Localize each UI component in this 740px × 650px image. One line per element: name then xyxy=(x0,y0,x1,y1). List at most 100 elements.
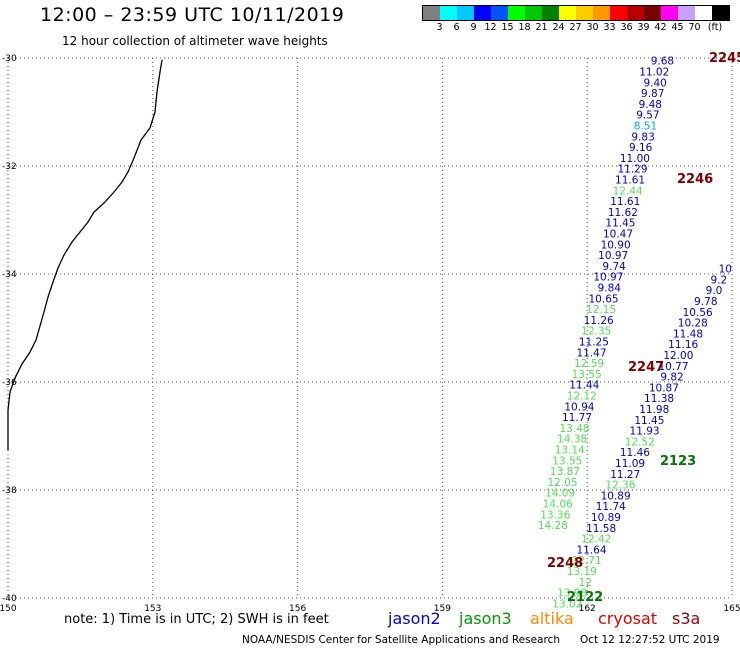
wave-height-label: 10.87 xyxy=(649,382,679,394)
legend-label: 9 xyxy=(470,22,477,33)
x-tick-label: 153 xyxy=(144,604,161,614)
wave-height-label: 10.89 xyxy=(591,512,621,524)
wave-height-label: 11.93 xyxy=(630,426,660,438)
wave-height-label: 12.59 xyxy=(574,358,604,370)
wave-height-label: 11.61 xyxy=(610,196,640,208)
legend-label: 27 xyxy=(569,22,582,33)
wave-height-label: 11.58 xyxy=(586,523,616,535)
legend-label: 21 xyxy=(535,22,548,33)
wave-height-label: 11.00 xyxy=(620,153,650,165)
wave-height-label: 11.44 xyxy=(569,380,599,392)
legend-label: 30 xyxy=(586,22,599,33)
wave-height-label: 11.25 xyxy=(579,337,609,349)
wave-height-label: 11.26 xyxy=(584,315,614,327)
wave-height-label: 13.87 xyxy=(550,466,580,478)
legend-swatch xyxy=(542,6,559,20)
legend-label: 24 xyxy=(552,22,565,33)
legend-label: 39 xyxy=(637,22,650,33)
wave-height-label: 11.98 xyxy=(639,404,669,416)
coastline xyxy=(7,59,163,450)
wave-height-label: 12.12 xyxy=(567,391,597,403)
satellite-name: s3a xyxy=(672,609,701,628)
wave-height-label: 10.47 xyxy=(603,229,633,241)
wave-height-label: 11.27 xyxy=(610,469,640,481)
wave-height-label: 9.87 xyxy=(641,88,664,100)
footer-note: note: 1) Time is in UTC; 2) SWH is in fe… xyxy=(64,612,329,627)
wave-height-label: 11.09 xyxy=(615,458,645,470)
legend-swatch xyxy=(423,6,440,20)
wave-height-label: 12.71 xyxy=(572,555,602,567)
x-tick-label: 156 xyxy=(289,604,306,614)
wave-height-label: 12.42 xyxy=(581,534,611,546)
pass-id-label: 2122 xyxy=(567,590,603,605)
legend-label: 45 xyxy=(671,22,684,33)
satellite-name: cryosat xyxy=(598,609,658,628)
wave-height-label: 9.0 xyxy=(706,285,723,297)
wave-height-label: 9.40 xyxy=(643,77,666,89)
legend-label: 6 xyxy=(453,22,460,33)
legend-swatch xyxy=(508,6,525,20)
wave-height-label: 11.45 xyxy=(605,218,635,230)
legend-label: 36 xyxy=(620,22,633,33)
wave-height-label: 10.89 xyxy=(601,490,631,502)
wave-height-label: 9.68 xyxy=(651,56,674,68)
wave-height-label: 9.57 xyxy=(636,110,659,122)
wave-height-label: 8.51 xyxy=(634,121,657,133)
wave-height-label: 11.77 xyxy=(562,412,592,424)
legend-label: 3 xyxy=(436,22,443,33)
satellite-name: altika xyxy=(530,609,574,628)
page-title: 12:00 – 23:59 UTC 10/11/2019 xyxy=(40,4,345,26)
wave-height-label: 13.55 xyxy=(572,369,602,381)
wave-height-label: 10.56 xyxy=(683,307,713,319)
wave-height-label: 9.84 xyxy=(598,283,622,295)
wave-height-label: 9.83 xyxy=(631,131,654,143)
wave-height-label: 12.36 xyxy=(605,480,635,492)
wave-height-label: 14.28 xyxy=(538,520,568,532)
wave-height-label: 12.35 xyxy=(581,326,611,338)
wave-height-label: 10.77 xyxy=(658,361,688,373)
wave-height-label: 10 xyxy=(719,264,732,276)
wave-height-label: 10.94 xyxy=(564,401,594,413)
wave-height-label: 12.44 xyxy=(613,185,643,197)
wave-height-label: 11.45 xyxy=(634,415,664,427)
wave-height-label: 11.16 xyxy=(668,339,698,351)
legend-swatch xyxy=(695,6,712,20)
wave-height-label: 9.82 xyxy=(660,372,683,384)
generated-timestamp: Oct 12 12:27:52 UTC 2019 xyxy=(580,634,720,646)
legend-swatch xyxy=(661,6,678,20)
legend-label: 15 xyxy=(501,22,514,33)
wave-height-label: 14.06 xyxy=(543,499,573,511)
wave-height-label: 10.65 xyxy=(589,293,619,305)
wave-height-label: 11.46 xyxy=(620,447,650,459)
wave-height-label: 13.98 xyxy=(557,588,587,600)
legend-label: 42 xyxy=(654,22,667,33)
wave-height-label: 11.64 xyxy=(576,544,606,556)
legend-label: 12 xyxy=(484,22,497,33)
wave-height-label: 10.28 xyxy=(678,318,708,330)
wave-height-label: 11.29 xyxy=(617,164,647,176)
pass-id-label: 2245 xyxy=(709,51,740,66)
y-tick-label: -32 xyxy=(2,162,17,172)
wave-height-label: 13.36 xyxy=(540,509,570,521)
wave-height-label: 14.38 xyxy=(557,434,587,446)
wave-height-label: 10.97 xyxy=(598,250,628,262)
x-tick-label: 159 xyxy=(434,604,451,614)
wave-height-label: 10.90 xyxy=(601,239,631,251)
legend-label: 33 xyxy=(603,22,616,33)
y-tick-label: -34 xyxy=(2,270,17,280)
wave-height-label: 11.38 xyxy=(644,393,674,405)
legend-swatch xyxy=(457,6,474,20)
wave-height-label: 12.15 xyxy=(586,304,616,316)
wave-height-label: 11.74 xyxy=(596,501,626,513)
pass-id-label: 2248 xyxy=(547,556,583,571)
satellite-name: jason3 xyxy=(459,609,512,628)
x-tick-label: 162 xyxy=(579,604,596,614)
wave-height-label: 13.14 xyxy=(555,445,585,457)
wave-height-label: 11.47 xyxy=(576,347,606,359)
wave-height-label: 9.48 xyxy=(639,99,662,111)
legend-swatch xyxy=(678,6,695,20)
y-tick-label: -38 xyxy=(2,486,17,496)
legend-swatch xyxy=(627,6,644,20)
wave-height-label: 10.97 xyxy=(593,272,623,284)
